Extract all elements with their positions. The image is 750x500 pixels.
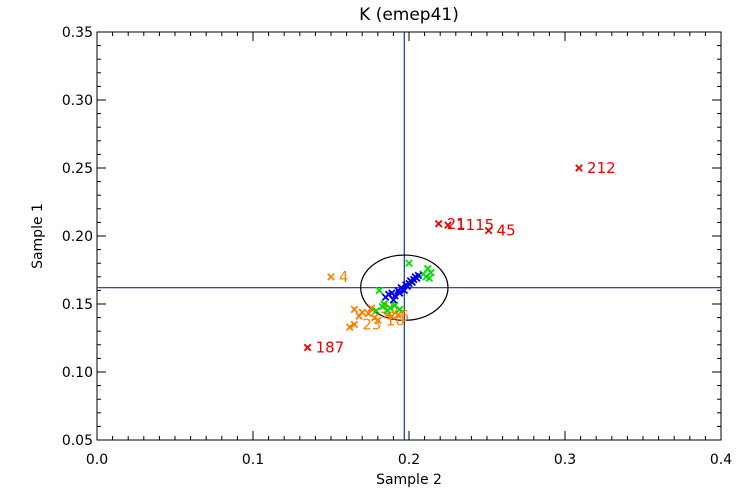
y-tick-label: 0.35: [62, 25, 93, 41]
data-point-marker: [373, 316, 382, 325]
data-point-label: 4: [339, 268, 349, 286]
data-point-marker: [395, 305, 404, 314]
chart-title: K (emep41): [359, 5, 459, 25]
data-point-label: 187: [316, 339, 345, 357]
y-axis-title: Sample 1: [30, 203, 46, 269]
data-point-label: 212: [587, 159, 616, 177]
data-point-label: 45: [497, 222, 516, 240]
data-point-marker: [394, 311, 402, 319]
data-point-marker: [395, 289, 404, 297]
x-tick-label: 0.3: [554, 452, 576, 468]
data-point-marker: [372, 306, 381, 315]
data-point-marker: [378, 302, 387, 311]
data-point-marker: [575, 164, 583, 172]
y-tick-label: 0.05: [62, 433, 93, 449]
y-tick-label: 0.10: [62, 365, 93, 381]
data-point-marker: [367, 304, 376, 312]
y-tick-label: 0.25: [62, 161, 93, 177]
data-point-label: 21: [447, 215, 466, 233]
confidence-ellipse: [360, 254, 449, 321]
data-point-marker: [484, 226, 493, 235]
data-point-marker: [425, 274, 434, 282]
y-tick-label: 0.15: [62, 297, 93, 313]
data-point-marker: [405, 259, 413, 268]
y-tick-label: 0.20: [62, 229, 93, 245]
data-point-marker: [303, 343, 312, 352]
data-point-marker: [350, 320, 359, 329]
data-point-label: 23: [362, 315, 381, 333]
y-tick-label: 0.30: [62, 93, 93, 109]
data-point-marker: [364, 309, 373, 318]
data-point-marker: [358, 308, 367, 316]
x-tick-label: 0.1: [242, 452, 264, 468]
data-point-marker: [444, 221, 452, 229]
data-point-marker: [400, 286, 409, 295]
data-point-marker: [350, 305, 359, 314]
x-axis-title: Sample 2: [376, 472, 442, 488]
data-point-label: 1115: [456, 216, 494, 234]
x-tick-label: 0.4: [710, 452, 732, 468]
data-point-marker: [414, 271, 423, 280]
x-tick-label: 0.2: [398, 452, 420, 468]
data-point-marker: [389, 296, 398, 304]
data-point-marker: [434, 219, 443, 228]
plot-frame: [96, 31, 722, 441]
data-point-marker: [391, 292, 399, 300]
data-point-label: 5: [400, 307, 410, 325]
data-point-marker: [345, 323, 354, 331]
x-tick-label: 0.0: [86, 452, 108, 468]
plot-area: 0.0 0.1 0.2 0.3 0.4 0.05 0.10 0.15 0.20 0.25 0.30 0…: [62, 25, 732, 468]
data-point-marker: [375, 286, 384, 295]
data-point-marker: [327, 272, 335, 281]
